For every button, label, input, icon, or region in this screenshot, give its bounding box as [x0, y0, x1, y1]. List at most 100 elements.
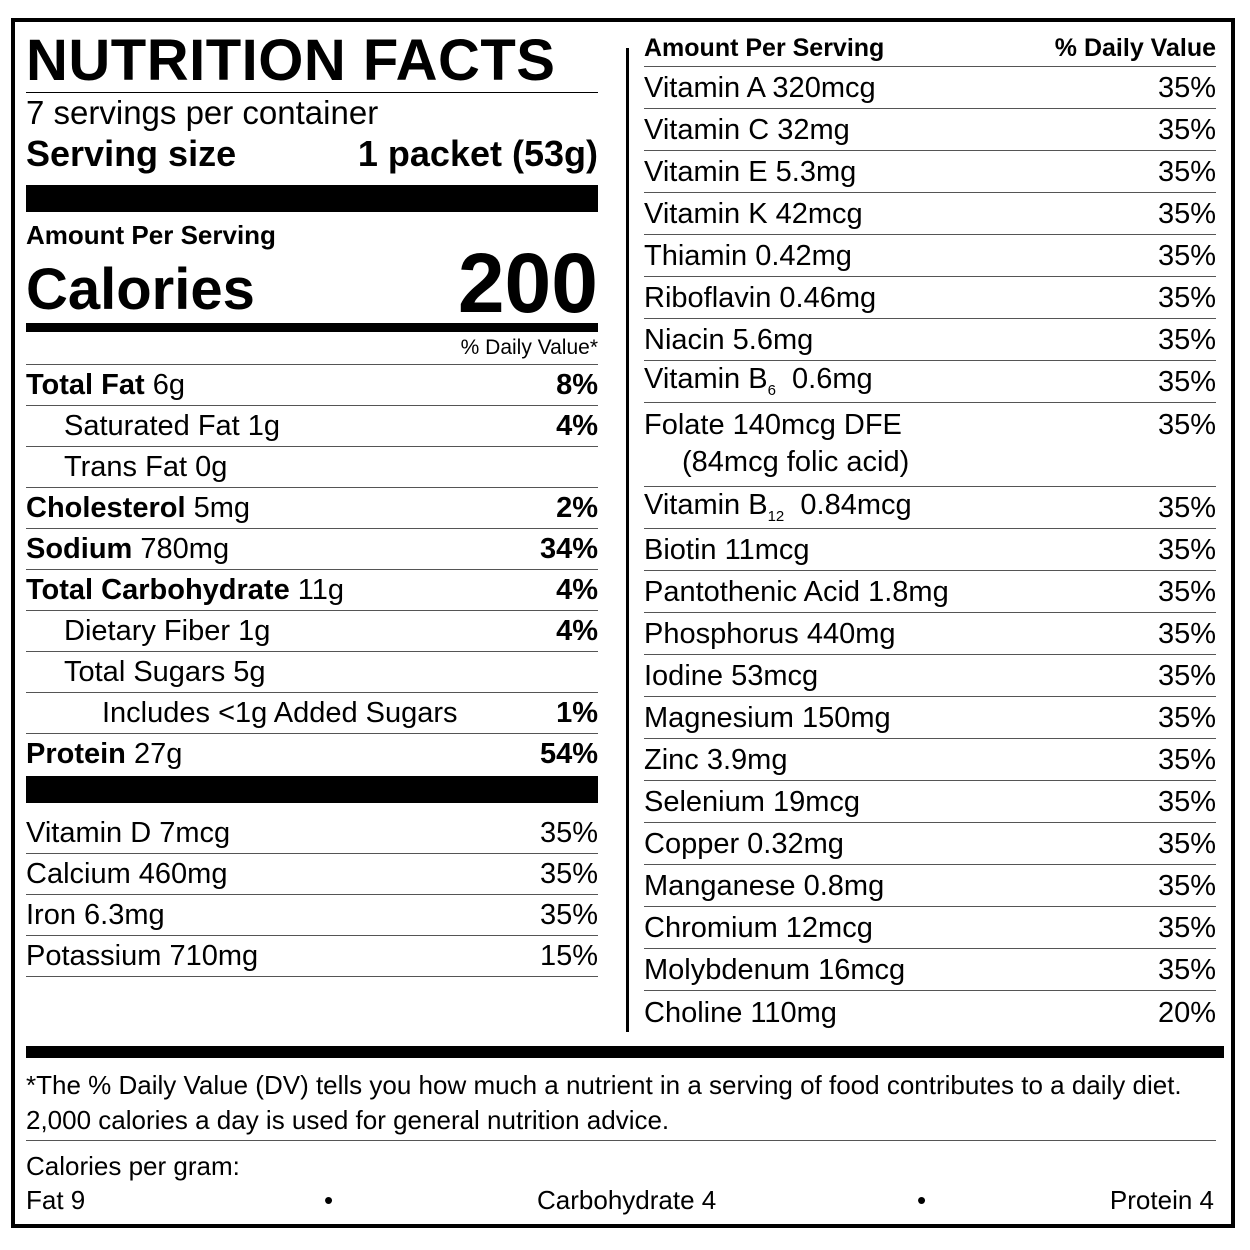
- protein-per-gram: Protein 4: [1109, 1185, 1214, 1215]
- nutrient-name: Saturated Fat: [64, 409, 240, 442]
- vitamin-row: Chromium 12mcg 35%: [644, 907, 1216, 949]
- nutrient-amount: 27g: [133, 737, 183, 770]
- nutrient-amount: 6g: [152, 368, 186, 401]
- nutrient-list: Total Fat 6g 8% Saturated Fat 1g 4% Tran…: [26, 364, 598, 774]
- calories-row: Calories 200: [26, 241, 598, 325]
- divider: [26, 92, 598, 93]
- nutrient-amount: 1g: [247, 409, 281, 442]
- vitamin-dv: 35%: [1157, 240, 1216, 272]
- nutrient-row-added-sugars: Includes <1g Added Sugars 1%: [26, 692, 598, 733]
- vitamin-dv: 35%: [1157, 786, 1216, 818]
- nutrient-row-cholesterol: Cholesterol 5mg 2%: [26, 487, 598, 528]
- vitamin-row: Pantothenic Acid 1.8mg 35%: [644, 571, 1216, 613]
- vitamin-row: Biotin 11mcg 35%: [644, 529, 1216, 571]
- left-column: NUTRITION FACTS 7 servings per container…: [26, 30, 598, 977]
- mineral-label: Vitamin D 7mcg: [26, 816, 231, 849]
- nutrient-name: Cholesterol: [26, 491, 186, 524]
- vitamin-subscript: 12: [767, 508, 785, 525]
- mineral-label: Calcium 460mg: [26, 857, 228, 890]
- nutrient-name: Total Sugars: [64, 655, 226, 688]
- vitamin-row: Magnesium 150mg 35%: [644, 697, 1216, 739]
- mineral-row-iron: Iron 6.3mg 35%: [26, 895, 598, 936]
- nutrient-name: Total Fat: [26, 368, 145, 401]
- nutrient-name: Includes <1g Added Sugars: [102, 696, 458, 729]
- vitamin-dv: 35%: [1157, 744, 1216, 776]
- vitamin-row: Molybdenum 16mcg 35%: [644, 949, 1216, 991]
- vitamin-label: Selenium 19mcg: [644, 786, 860, 818]
- daily-value-header: % Daily Value*: [460, 336, 598, 359]
- vitamin-label: Vitamin E 5.3mg: [644, 156, 857, 188]
- vitamin-row-folate: Folate 140mcg DFE (84mcg folic acid) 35%: [644, 403, 1216, 487]
- vitamin-amount: 0.84mcg: [800, 489, 912, 522]
- footnote-line-1: *The % Daily Value (DV) tells you how mu…: [26, 1070, 1182, 1100]
- nutrient-name: Protein: [26, 737, 126, 770]
- nutrient-amount: 11g: [297, 573, 345, 606]
- nutrient-dv: 54%: [539, 737, 598, 770]
- nutrient-row-sodium: Sodium 780mg 34%: [26, 528, 598, 569]
- mineral-list: Vitamin D 7mcg 35% Calcium 460mg 35% Iro…: [26, 813, 598, 977]
- vitamin-label: Thiamin 0.42mg: [644, 240, 852, 272]
- serving-size-row: Serving size 1 packet (53g): [26, 133, 598, 175]
- vitamin-row: Vitamin K 42mcg 35%: [644, 193, 1216, 235]
- vitamin-label: Folate 140mcg DFE (84mcg folic acid): [644, 409, 910, 478]
- vitamin-row-b6: Vitamin B6 0.6mg 35%: [644, 361, 1216, 403]
- folic-acid-note: (84mcg folic acid): [682, 446, 910, 478]
- vitamin-amount: 0.6mg: [792, 363, 873, 396]
- mineral-row-vitamin-d: Vitamin D 7mcg 35%: [26, 813, 598, 854]
- vitamin-dv: 35%: [1157, 828, 1216, 860]
- vitamin-dv: 35%: [1157, 492, 1216, 524]
- vitamin-row: Copper 0.32mg 35%: [644, 823, 1216, 865]
- vitamin-row: Vitamin E 5.3mg 35%: [644, 151, 1216, 193]
- nutrient-dv: 4%: [556, 409, 598, 442]
- vitamin-label: Vitamin A 320mcg: [644, 72, 876, 104]
- nutrient-name: Sodium: [26, 532, 133, 565]
- footnote: *The % Daily Value (DV) tells you how mu…: [26, 1068, 1224, 1138]
- serving-size-label: Serving size: [26, 133, 237, 174]
- nutrient-dv: 4%: [556, 573, 598, 606]
- vitamin-dv: 20%: [1157, 997, 1216, 1029]
- calories-label: Calories: [26, 257, 255, 322]
- vitamin-label: Phosphorus 440mg: [644, 618, 896, 650]
- right-amount-per-serving: Amount Per Serving: [644, 34, 885, 62]
- thick-divider: [26, 185, 598, 212]
- mineral-label: Iron 6.3mg: [26, 898, 165, 931]
- right-column: Amount Per Serving % Daily Value Vitamin…: [644, 30, 1216, 1033]
- vitamin-dv: 35%: [1157, 156, 1216, 188]
- footer-divider: [26, 1046, 1224, 1058]
- nutrient-row-trans-fat: Trans Fat 0g: [26, 446, 598, 487]
- vitamin-label: Iodine 53mcg: [644, 660, 819, 692]
- medium-divider: [26, 323, 598, 332]
- vitamin-row: Vitamin A 320mcg 35%: [644, 67, 1216, 109]
- vitamin-dv: 35%: [1157, 534, 1216, 566]
- vitamin-dv: 35%: [1157, 114, 1216, 146]
- nutrient-amount: 1g: [238, 614, 271, 647]
- vitamin-dv: 35%: [1157, 912, 1216, 944]
- vitamin-label: Pantothenic Acid 1.8mg: [644, 576, 949, 608]
- mineral-row-calcium: Calcium 460mg 35%: [26, 854, 598, 895]
- vitamin-row: Niacin 5.6mg 35%: [644, 319, 1216, 361]
- bullet-icon: •: [324, 1185, 334, 1215]
- calories-per-gram-label: Calories per gram:: [26, 1151, 240, 1181]
- vitamin-dv: 35%: [1157, 870, 1216, 902]
- vitamin-dv: 35%: [1157, 702, 1216, 734]
- nutrient-row-total-sugars: Total Sugars 5g: [26, 651, 598, 692]
- column-divider: [626, 48, 629, 1032]
- nutrient-name: Dietary Fiber: [64, 614, 230, 647]
- nutrient-amount: 780mg: [140, 532, 230, 565]
- vitamin-dv: 35%: [1157, 576, 1216, 608]
- mineral-dv: 35%: [539, 898, 598, 931]
- vitamin-dv: 35%: [1157, 72, 1216, 104]
- vitamin-label: Niacin 5.6mg: [644, 324, 814, 356]
- vitamin-row: Riboflavin 0.46mg 35%: [644, 277, 1216, 319]
- vitamin-label: Molybdenum 16mcg: [644, 954, 906, 986]
- nutrient-dv: 2%: [556, 491, 598, 524]
- nutrient-row-total-fat: Total Fat 6g 8%: [26, 364, 598, 405]
- nutrient-row-saturated-fat: Saturated Fat 1g 4%: [26, 405, 598, 446]
- vitamin-row: Vitamin C 32mg 35%: [644, 109, 1216, 151]
- vitamin-row: Choline 110mg 20%: [644, 991, 1216, 1033]
- label-frame: [11, 18, 1235, 1228]
- bullet-icon: •: [917, 1185, 927, 1215]
- vitamin-row: Manganese 0.8mg 35%: [644, 865, 1216, 907]
- vitamin-label: Vitamin B12 0.84mcg: [644, 489, 912, 525]
- nutrient-amount: 5g: [233, 655, 266, 688]
